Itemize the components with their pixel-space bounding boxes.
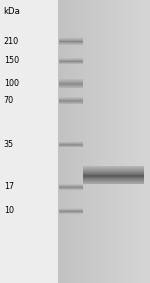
Text: 150: 150 (4, 56, 19, 65)
Text: 210: 210 (4, 37, 19, 46)
Text: 100: 100 (4, 79, 19, 88)
Text: 17: 17 (4, 182, 14, 191)
Text: 10: 10 (4, 206, 14, 215)
Text: 35: 35 (4, 140, 14, 149)
Text: 70: 70 (4, 96, 14, 105)
Text: kDa: kDa (4, 7, 21, 16)
